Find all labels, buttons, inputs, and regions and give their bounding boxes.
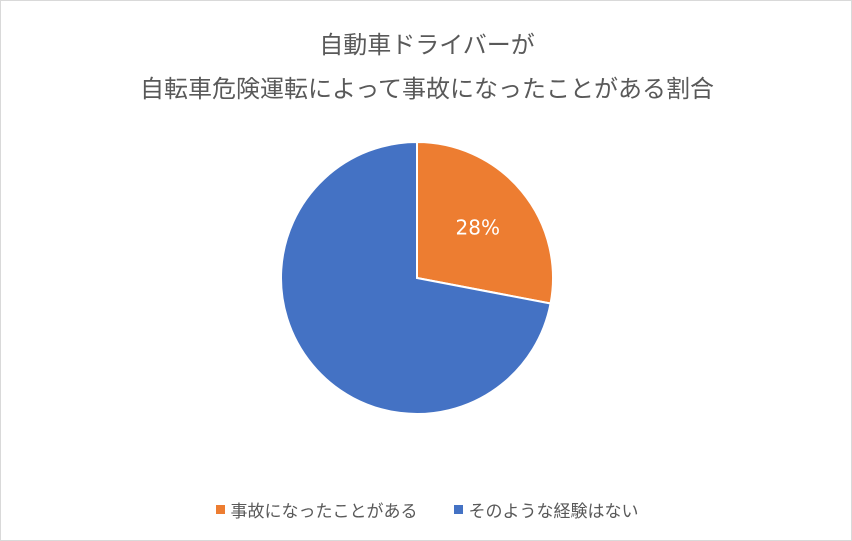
legend-swatch-accident	[215, 505, 225, 514]
legend-item-no-experience: そのような経験はない	[453, 497, 639, 522]
chart-title-line-2: 自転車危険運転によって事故になったことがある割合	[139, 75, 715, 103]
legend: 事故になったことがある そのような経験はない	[1, 497, 852, 522]
pie-slice-2	[280, 140, 552, 415]
legend-item-accident: 事故になったことがある	[215, 497, 418, 522]
pie-slice-1	[416, 140, 554, 305]
data-label-slice-1: 28%	[456, 216, 500, 240]
legend-label-accident: 事故になったことがある	[230, 502, 418, 522]
legend-swatch-no-experience	[453, 505, 463, 514]
legend-label-no-experience: そのような経験はない	[468, 502, 639, 522]
chart-title-line-1: 自動車ドライバーが	[319, 31, 535, 59]
